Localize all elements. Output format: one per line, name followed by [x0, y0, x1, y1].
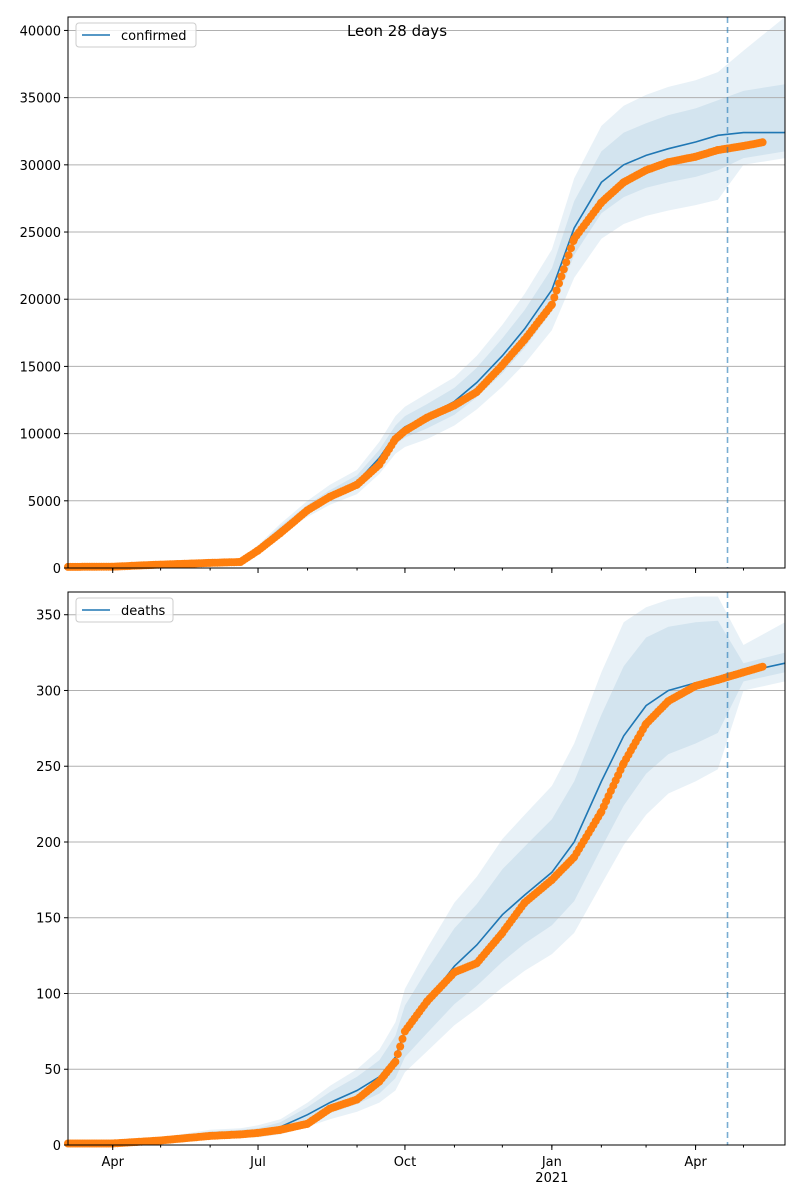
deaths-band-1	[68, 596, 785, 1145]
deaths-y-tick-label: 300	[36, 684, 61, 699]
deaths-legend: deaths	[75, 597, 174, 623]
confirmed-y-tick-label: 40000	[20, 24, 61, 39]
deaths-observed-point	[393, 1050, 402, 1059]
deaths-observed-point	[398, 1034, 407, 1043]
deaths-y-tick-label: 350	[36, 609, 61, 624]
confirmed-observed-point	[555, 279, 563, 288]
confirmed-observed-points	[64, 138, 767, 571]
confirmed-y-tick-label: 35000	[20, 92, 61, 107]
confirmed-y-tick-label: 10000	[20, 428, 61, 443]
deaths-gridlines	[68, 614, 785, 1070]
chart-title: Leon 28 days	[347, 22, 447, 40]
confirmed-observed-point	[547, 300, 556, 309]
confirmed-y-tick-label: 20000	[20, 293, 61, 308]
deaths-x-tick-sublabel: 2021	[535, 1171, 568, 1186]
deaths-uncertainty-bands	[68, 596, 785, 1145]
deaths-observed-point	[391, 1057, 400, 1066]
deaths-band-2	[68, 620, 785, 1145]
deaths-observed-point	[758, 662, 767, 671]
confirmed-panel: 0 5000 10000 15000 20000 25000 30000 35000 40000…	[20, 16, 786, 577]
deaths-y-tick-label: 0	[53, 1139, 61, 1154]
deaths-x-tick-label: Jan	[541, 1155, 562, 1170]
deaths-x-tick-label: Apr	[101, 1155, 124, 1170]
confirmed-legend: confirmed	[75, 22, 197, 48]
deaths-x-tick-label: Jul	[249, 1155, 266, 1170]
deaths-axes-frame	[67, 591, 786, 1146]
confirmed-y-tick-label: 30000	[20, 159, 61, 174]
deaths-legend-box	[75, 597, 174, 623]
confirmed-observed-point	[564, 251, 573, 260]
confirmed-band-2	[68, 84, 785, 567]
confirmed-observed-point	[550, 293, 559, 302]
deaths-observed-point	[396, 1042, 405, 1051]
confirmed-observed-point	[552, 286, 561, 295]
confirmed-y-ticks: 0 5000 10000 15000 20000 25000 30000 35000 40000	[20, 24, 68, 577]
deaths-y-tick-label: 150	[36, 912, 61, 927]
confirmed-y-tick-label: 25000	[20, 226, 61, 241]
confirmed-y-tick-label: 5000	[28, 495, 61, 510]
deaths-legend-label: deaths	[121, 604, 166, 619]
confirmed-axes-frame	[67, 16, 786, 569]
deaths-observed-points	[64, 662, 767, 1148]
confirmed-observed-point	[567, 244, 575, 253]
confirmed-legend-box	[75, 22, 197, 48]
deaths-y-tick-label: 250	[36, 760, 61, 775]
confirmed-legend-label: confirmed	[121, 29, 187, 44]
deaths-x-tick-label: Oct	[394, 1155, 416, 1170]
confirmed-y-tick-label: 15000	[20, 360, 61, 375]
confirmed-uncertainty-bands	[68, 17, 785, 567]
confirmed-observed-point	[557, 272, 566, 281]
confirmed-observed-point	[562, 258, 571, 267]
confirmed-x-ticks	[112, 568, 744, 573]
deaths-y-tick-label: 100	[36, 987, 61, 1002]
deaths-y-tick-label: 200	[36, 836, 61, 851]
confirmed-band-1	[68, 17, 785, 567]
confirmed-y-tick-label: 0	[53, 562, 61, 577]
deaths-x-tick-label: Apr	[684, 1155, 707, 1170]
confirmed-observed-point	[559, 265, 568, 274]
deaths-y-ticks: 0 50 100 150 200 250 300 350	[36, 609, 68, 1154]
deaths-y-tick-label: 50	[44, 1063, 61, 1078]
confirmed-observed-point	[758, 138, 767, 147]
